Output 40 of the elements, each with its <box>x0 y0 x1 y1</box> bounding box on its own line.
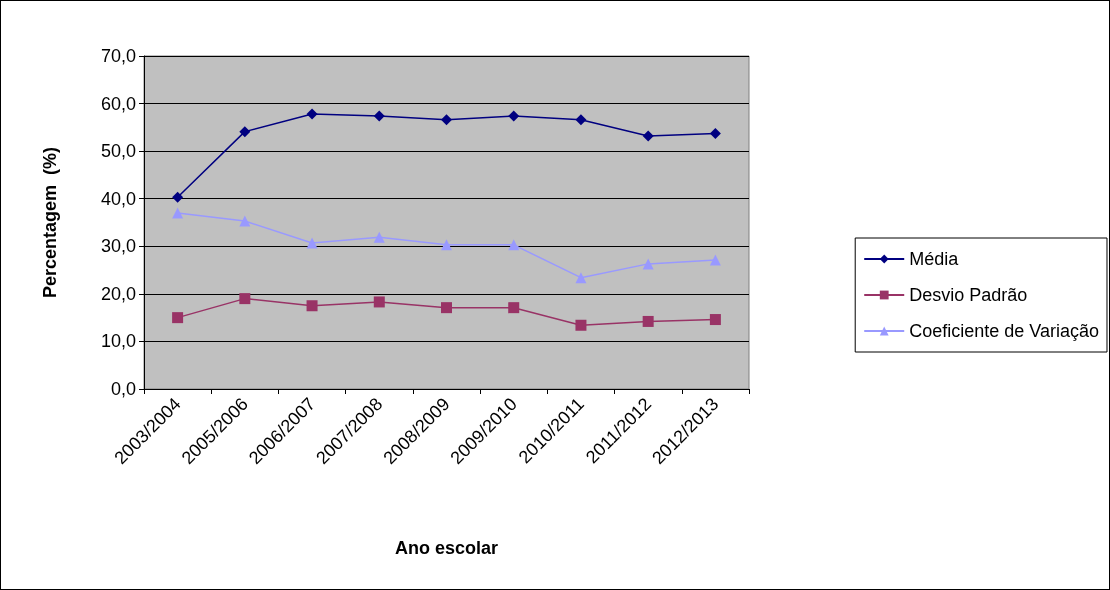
point <box>239 215 251 227</box>
point <box>575 272 587 284</box>
y-tick-label: 60,0 <box>100 93 136 114</box>
y-tick-label: 30,0 <box>100 236 136 257</box>
point <box>709 254 721 266</box>
y-axis-title: Percentagem (%) <box>40 146 60 299</box>
point <box>441 114 452 126</box>
point <box>373 231 385 243</box>
point <box>575 114 587 126</box>
point <box>575 319 587 331</box>
point <box>239 126 251 138</box>
y-tick-label: 70,0 <box>100 46 136 66</box>
legend-label: Coeficiente de Variação <box>909 321 1100 341</box>
point <box>373 110 385 122</box>
point <box>306 108 318 120</box>
point <box>709 314 721 326</box>
point <box>508 239 520 251</box>
y-tick-label: 10,0 <box>100 331 136 352</box>
legend-label: Desvio Padrão <box>909 285 1028 305</box>
y-tick-label: 20,0 <box>100 283 136 304</box>
point <box>306 300 318 312</box>
point <box>441 302 452 314</box>
point <box>172 207 184 219</box>
y-tick-label: 0,0 <box>110 379 136 399</box>
point <box>239 293 251 305</box>
point <box>373 296 385 308</box>
point <box>441 239 452 251</box>
point <box>642 315 654 327</box>
point <box>709 128 721 140</box>
point <box>172 191 184 203</box>
point <box>642 130 654 142</box>
y-tick-label: 50,0 <box>100 141 136 162</box>
point <box>306 237 318 249</box>
y-tick-label: 40,0 <box>100 188 136 209</box>
point <box>508 110 520 122</box>
legend-label: Média <box>909 249 960 269</box>
point <box>172 312 184 324</box>
point <box>508 302 520 314</box>
x-axis-title: Ano escolar <box>394 538 499 558</box>
point <box>642 258 654 270</box>
